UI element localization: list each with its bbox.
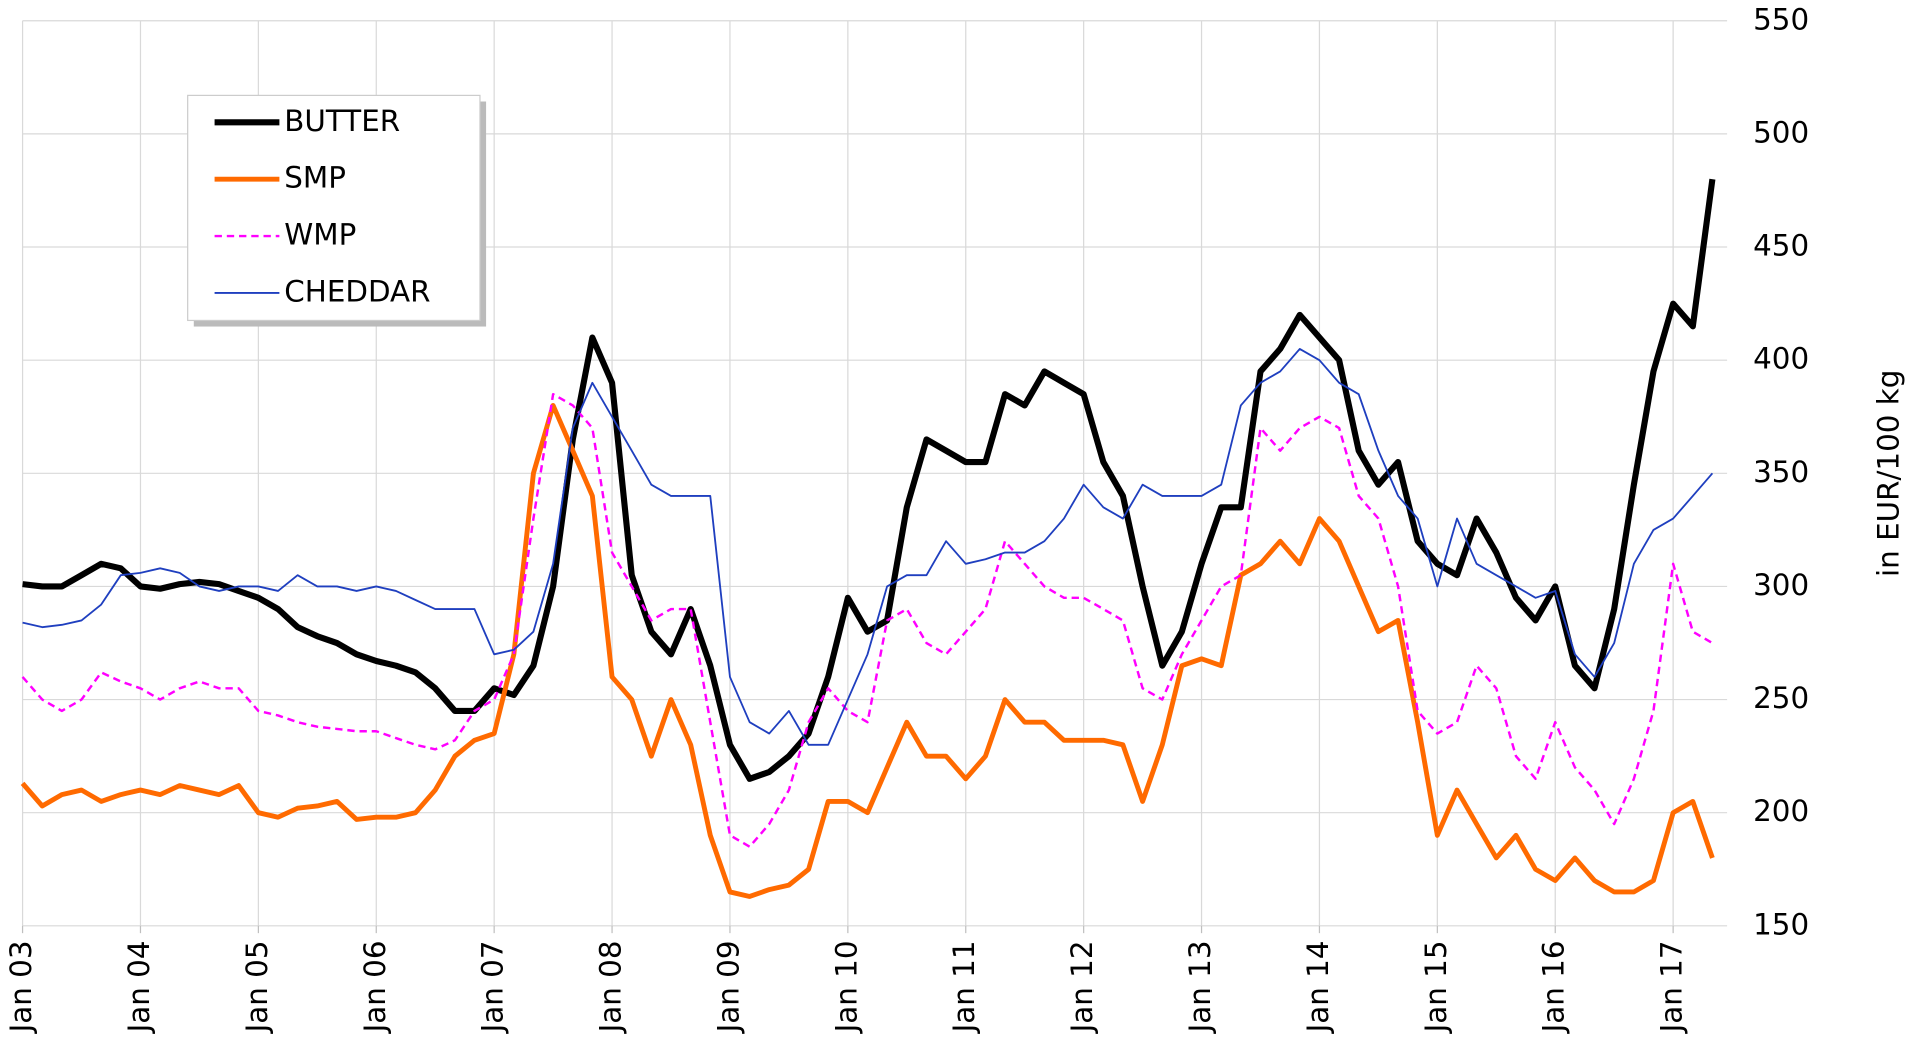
x-tick-label: Jan 17 [1655, 940, 1689, 1034]
y-tick-label: 550 [1753, 2, 1809, 36]
legend-label: WMP [284, 218, 356, 252]
x-tick-label: Jan 06 [358, 940, 392, 1034]
x-tick-label: Jan 10 [829, 940, 863, 1034]
y-tick-label: 350 [1753, 455, 1809, 489]
y-tick-label: 250 [1753, 681, 1809, 715]
legend-label: BUTTER [284, 104, 400, 138]
series-line [22, 178, 1716, 782]
x-tick-label: Jan 13 [1183, 940, 1217, 1034]
x-tick-label: Jan 05 [240, 940, 274, 1034]
legend-box [187, 94, 481, 322]
legend-label: SMP [284, 161, 346, 195]
series-line [22, 348, 1714, 746]
x-tick-label: Jan 08 [594, 940, 628, 1034]
series-line [20, 402, 1715, 899]
x-tick-label: Jan 03 [4, 940, 38, 1034]
x-tick-label: Jan 11 [947, 940, 981, 1034]
grid: 150 200 250 300 350 400 450 500 550 Jan 03 Jan 04 J… [4, 2, 1809, 1034]
legend: BUTTER SMP WMP CHEDDAR [187, 94, 487, 327]
x-tick-label: Jan 07 [476, 940, 510, 1034]
y-tick-label: 450 [1753, 229, 1809, 263]
y-tick-label: 200 [1753, 794, 1809, 828]
y-tick-label: 150 [1753, 907, 1809, 941]
x-tick-label: Jan 04 [122, 940, 156, 1034]
x-tick-label: Jan 16 [1537, 940, 1571, 1034]
x-tick-label: Jan 09 [711, 940, 745, 1034]
legend-label: CHEDDAR [284, 274, 430, 308]
x-tick-label: Jan 12 [1065, 940, 1099, 1034]
series-line [21, 392, 1714, 848]
y-tick-label: 500 [1753, 115, 1809, 149]
y-tick-label: 400 [1753, 342, 1809, 376]
y-tick-label: 300 [1753, 568, 1809, 602]
x-tick-label: Jan 14 [1301, 940, 1335, 1034]
y-axis-label: in EUR/100 kg [1872, 370, 1906, 577]
plot [20, 178, 1716, 899]
x-tick-label: Jan 15 [1419, 940, 1453, 1034]
